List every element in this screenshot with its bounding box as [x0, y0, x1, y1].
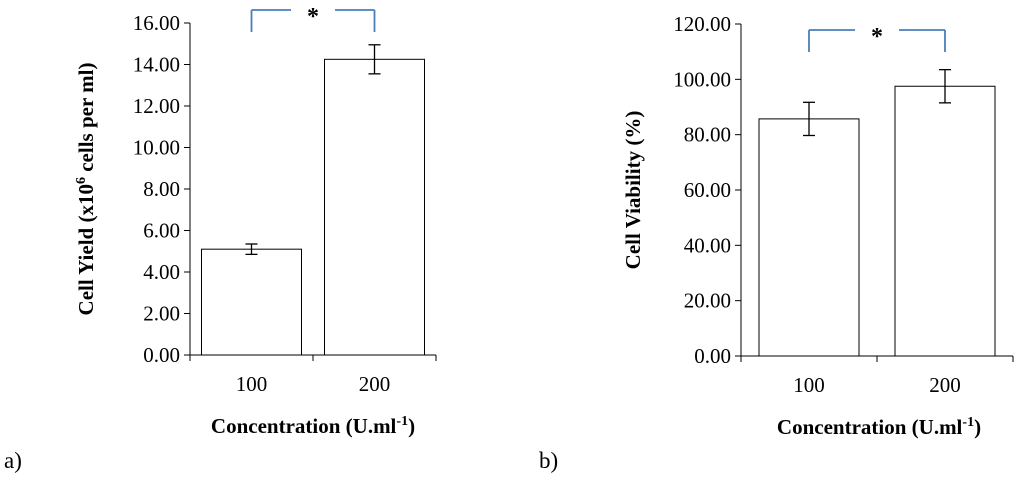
- y-tick-label: 14.00: [133, 53, 180, 77]
- x-tick-label: 100: [793, 373, 825, 397]
- x-axis-title-main: Concentration (U.ml: [211, 414, 397, 438]
- y-axis-title-main: Cell Viability (%): [621, 111, 645, 270]
- y-tick-label: 0.00: [694, 344, 731, 368]
- chart-b-svg: 0.00 20.00 40.00 60.00 80.00 100.00 120.00 100 2…: [621, 12, 1014, 439]
- bar: [758, 118, 860, 357]
- x-axis-title-main: Concentration (U.ml: [777, 415, 963, 439]
- x-tick-label: 200: [359, 372, 391, 396]
- x-axis-title: Concentration (U.ml-1): [211, 414, 415, 438]
- x-axis-title: Concentration (U.ml-1): [777, 415, 981, 439]
- y-axis-title: Cell Yield (x106 cells per ml): [74, 63, 98, 316]
- x-axis-title-sup: -1: [962, 415, 974, 430]
- x-tick-label: 200: [929, 373, 961, 397]
- chart-panel-a: 0.00 2.00 4.00 6.00 8.00 10.00 12.00 14.00 16.00…: [4, 4, 437, 473]
- y-tick-label: 4.00: [143, 260, 180, 284]
- bar: [324, 58, 425, 356]
- y-tick-label: 2.00: [143, 302, 180, 326]
- y-tick-label: 40.00: [684, 233, 731, 257]
- chart-panel-b: 0.00 20.00 40.00 60.00 80.00 100.00 120.00 100 2…: [510, 0, 1021, 482]
- y-tick-label: 60.00: [684, 178, 731, 202]
- y-axis-title-main: Cell Yield (x10: [74, 184, 98, 315]
- y-tick-label: 8.00: [143, 177, 180, 201]
- y-tick-label: 0.00: [143, 343, 180, 367]
- bar: [894, 85, 996, 357]
- x-tick-label: 100: [236, 372, 268, 396]
- panel-label-b: b): [539, 448, 559, 473]
- significance-marker: *: [871, 24, 883, 50]
- y-tick-label: 20.00: [684, 289, 731, 313]
- y-axis-title-end: cells per ml): [74, 63, 98, 178]
- chart-a-svg: 0.00 2.00 4.00 6.00 8.00 10.00 12.00 14.00 16.00…: [74, 4, 437, 438]
- y-tick-label: 80.00: [684, 123, 731, 147]
- y-axis-title-sup: 6: [74, 177, 89, 184]
- x-axis-title-end: ): [974, 415, 981, 439]
- y-axis-title: Cell Viability (%): [621, 111, 645, 270]
- x-axis-title-end: ): [408, 414, 415, 438]
- y-tick-label: 16.00: [133, 11, 180, 35]
- x-axis-title-sup: -1: [396, 414, 408, 429]
- y-tick-label: 12.00: [133, 94, 180, 118]
- y-tick-label: 6.00: [143, 219, 180, 243]
- bar: [201, 248, 302, 356]
- y-tick-label: 10.00: [133, 136, 180, 160]
- significance-marker: *: [307, 4, 319, 30]
- panel-label-a: a): [4, 448, 22, 473]
- y-tick-label: 120.00: [673, 12, 731, 36]
- y-tick-label: 100.00: [673, 67, 731, 91]
